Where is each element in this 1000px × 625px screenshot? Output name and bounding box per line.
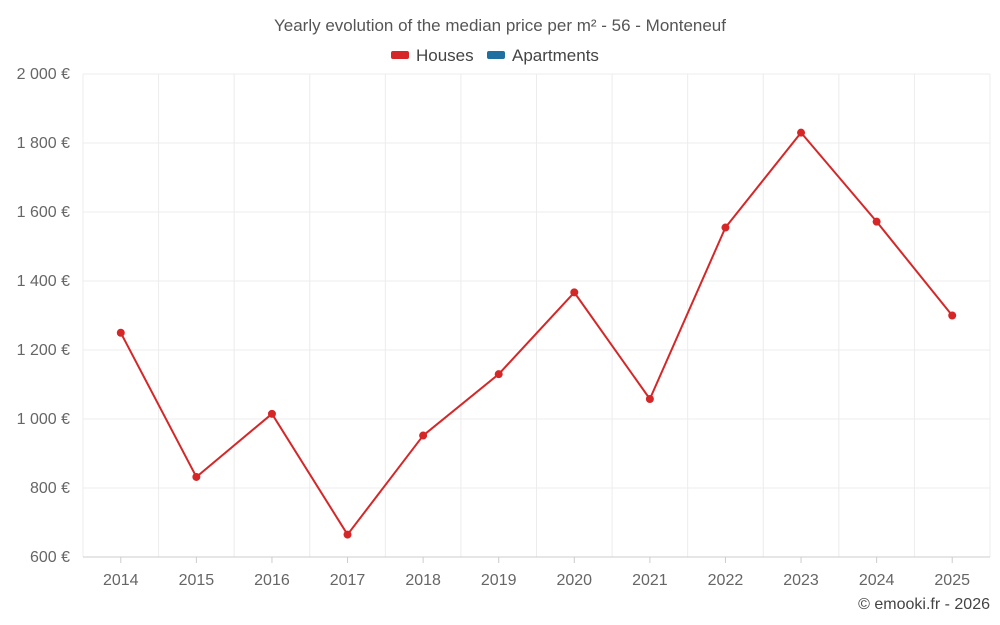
y-tick-label: 1 000 € [17,411,70,428]
legend-swatch-houses [391,51,409,59]
legend[interactable]: Houses Apartments [391,46,599,65]
legend-item-houses[interactable]: Houses [391,46,474,65]
data-point-2023[interactable] [797,128,806,137]
x-tick-label: 2021 [632,572,668,589]
y-tick-label: 1 200 € [17,342,70,359]
x-tick-label: 2024 [859,572,895,589]
x-tick-label: 2015 [179,572,215,589]
x-tick-label: 2017 [330,572,366,589]
data-point-2015[interactable] [192,472,201,481]
x-tick-label: 2023 [783,572,819,589]
data-point-2021[interactable] [645,394,654,403]
x-gridlines [82,74,991,557]
x-tick-label: 2018 [405,572,441,589]
x-tick-label: 2019 [481,572,517,589]
data-point-2017[interactable] [343,530,352,539]
legend-item-apartments[interactable]: Apartments [487,46,599,65]
series-houses [116,128,957,539]
x-tick-label: 2020 [556,572,592,589]
x-tick-label: 2025 [934,572,970,589]
x-axis: 2014 2015 2016 2017 2018 2019 2020 2021 2022 2023… [103,557,970,589]
data-point-2022[interactable] [721,223,730,232]
y-tick-label: 1 800 € [17,135,70,152]
x-tick-label: 2022 [708,572,744,589]
legend-label-apartments[interactable]: Apartments [512,46,599,65]
y-tick-label: 1 600 € [17,204,70,221]
y-tick-label: 2 000 € [17,66,70,83]
y-tick-label: 800 € [30,480,70,497]
data-point-2025[interactable] [948,311,957,320]
x-tick-label: 2016 [254,572,290,589]
y-tick-label: 600 € [30,549,70,566]
y-tick-label: 1 400 € [17,273,70,290]
chart-title: Yearly evolution of the median price per… [274,16,726,35]
data-point-2018[interactable] [419,431,428,440]
data-point-2019[interactable] [494,370,503,379]
data-point-2014[interactable] [116,328,125,337]
credit-text: © emooki.fr - 2026 [858,596,990,613]
data-point-2024[interactable] [872,217,881,226]
legend-label-houses[interactable]: Houses [416,46,474,65]
data-point-2020[interactable] [570,288,579,297]
series-line-houses [119,131,953,536]
legend-swatch-apartments [487,51,505,59]
y-axis: 600 € 800 € 1 000 € 1 200 € 1 400 € 1 600 € 1 … [17,66,70,566]
x-tick-label: 2014 [103,572,139,589]
data-point-2016[interactable] [267,409,276,418]
